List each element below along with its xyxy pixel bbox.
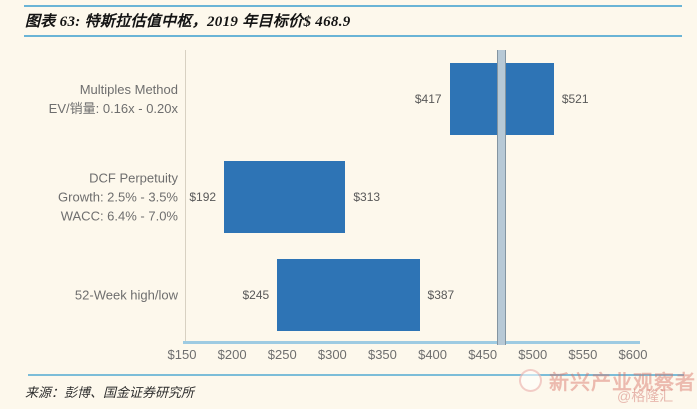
brand-logo-icon [519,369,542,392]
x-axis-tick-label: $450 [468,347,498,362]
bar-low-value-label: $417 [414,92,442,106]
x-axis-tick-label: $550 [568,347,598,362]
category-label: Multiples Method EV/销量: 0.16x - 0.20x [0,80,178,118]
brand-name: 新兴产业观察者 [549,372,696,394]
x-axis-tick-label: $400 [418,347,448,362]
watermark-handle: @格隆汇 [617,388,674,404]
x-axis-tick-label: $200 [217,347,247,362]
footer-rule [28,374,684,376]
figure-title: 图表 63: 特斯拉估值中枢，2019 年目标价$ 468.9 [25,14,351,30]
title-rule-top [24,5,682,7]
category-label-line: EV/销量: 0.16x - 0.20x [48,101,178,116]
x-axis-tick-label: $350 [367,347,397,362]
category-label-line: 52-Week high/low [74,287,178,303]
x-axis-tick-label: $600 [618,347,648,362]
category-label-line: DCF Perpetuity [89,170,178,186]
bar-high-value-label: $387 [427,288,455,302]
bar-high-value-label: $521 [561,92,589,106]
category-label-line: Growth: 2.5% - 3.5% [58,189,178,205]
bar-low-value-label: $192 [189,190,217,204]
title-rule-bottom [24,35,682,37]
category-label: 52-Week high/low [0,286,178,305]
bar-high-value-label: $313 [353,190,381,204]
category-label-line: WACC: 6.4% - 7.0% [60,208,178,224]
range-bar [277,259,420,331]
category-label-line: Multiples Method [79,82,178,97]
x-axis-tick-label: $250 [267,347,297,362]
x-axis-line [183,341,640,344]
target-price-marker [497,50,507,345]
bar-low-value-label: $245 [242,288,270,302]
y-axis-line [185,50,186,343]
source-note: 来源：彭博、国金证券研究所 [25,385,195,400]
range-bar [224,161,346,233]
watermark: 新兴产业观察者 [519,366,696,395]
x-axis-tick-label: $300 [317,347,347,362]
x-axis-tick-label: $500 [518,347,548,362]
category-label: DCF Perpetuity Growth: 2.5% - 3.5% WACC: 6… [0,169,178,226]
x-axis-tick-label: $150 [167,347,197,362]
